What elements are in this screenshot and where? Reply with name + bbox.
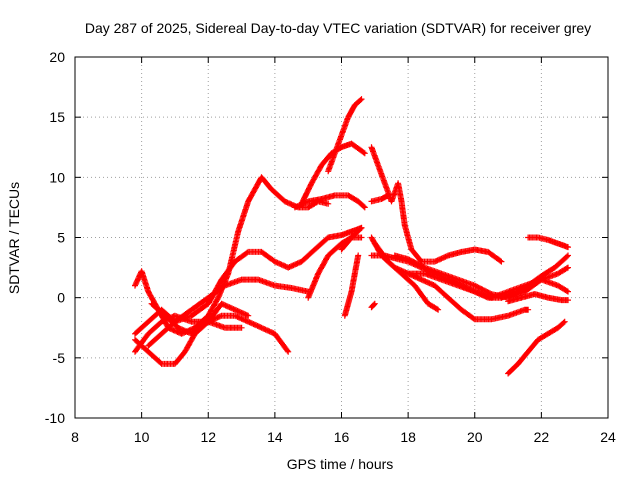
y-tick-label: 10 — [49, 169, 65, 185]
chart-title: Day 287 of 2025, Sidereal Day-to-day VTE… — [85, 20, 591, 36]
data-point-markers — [148, 300, 252, 337]
data-points — [132, 96, 571, 377]
y-tick-label: 20 — [49, 49, 65, 65]
x-tick-label: 20 — [467, 429, 483, 445]
series-track-6 — [145, 276, 312, 349]
series-track-23 — [498, 252, 571, 301]
y-tick-label: -10 — [45, 410, 65, 426]
series-track-24 — [505, 291, 571, 305]
series-track-18 — [371, 240, 442, 313]
x-tick-label: 12 — [200, 429, 216, 445]
y-axis-label: SDTVAR / TECUs — [6, 182, 22, 294]
series-track-10 — [132, 312, 245, 355]
data-point-markers — [341, 252, 362, 319]
x-tick-label: 22 — [534, 429, 550, 445]
data-point-markers — [368, 300, 378, 311]
series-track-11 — [148, 300, 252, 337]
series-track-4 — [325, 96, 365, 175]
y-tick-labels: -10 -5 0 5 10 15 20 — [45, 49, 65, 426]
data-point-markers — [145, 276, 312, 349]
series-track-21 — [505, 318, 568, 377]
data-point-markers — [525, 234, 571, 251]
x-tick-label: 16 — [334, 429, 350, 445]
x-tick-label: 24 — [600, 429, 616, 445]
data-point-markers — [371, 240, 442, 313]
x-tick-label: 18 — [400, 429, 416, 445]
x-tick-labels: 8 10 12 14 16 18 20 22 24 — [71, 429, 616, 445]
y-tick-label: 5 — [57, 230, 65, 246]
data-point-markers — [498, 252, 571, 301]
y-tick-label: 15 — [49, 109, 65, 125]
series-track-8 — [338, 224, 365, 253]
x-tick-label: 10 — [134, 429, 150, 445]
series-track-22 — [525, 234, 571, 251]
x-tick-label: 14 — [267, 429, 283, 445]
data-point-markers — [325, 96, 365, 175]
series-track-15 — [368, 192, 392, 205]
data-point-markers — [338, 224, 365, 253]
data-point-markers — [505, 318, 568, 377]
data-point-markers — [505, 291, 571, 305]
series-track-13 — [368, 300, 378, 311]
y-tick-label: -5 — [53, 350, 66, 366]
y-tick-label: 0 — [57, 290, 65, 306]
series-track-12 — [341, 252, 362, 319]
data-point-markers — [368, 192, 392, 205]
series-track-14 — [368, 144, 505, 265]
x-axis-label: GPS time / hours — [287, 456, 394, 472]
x-tick-label: 8 — [71, 429, 79, 445]
data-point-markers — [132, 312, 245, 355]
axis-ticks — [74, 56, 609, 419]
data-point-markers — [368, 144, 505, 265]
